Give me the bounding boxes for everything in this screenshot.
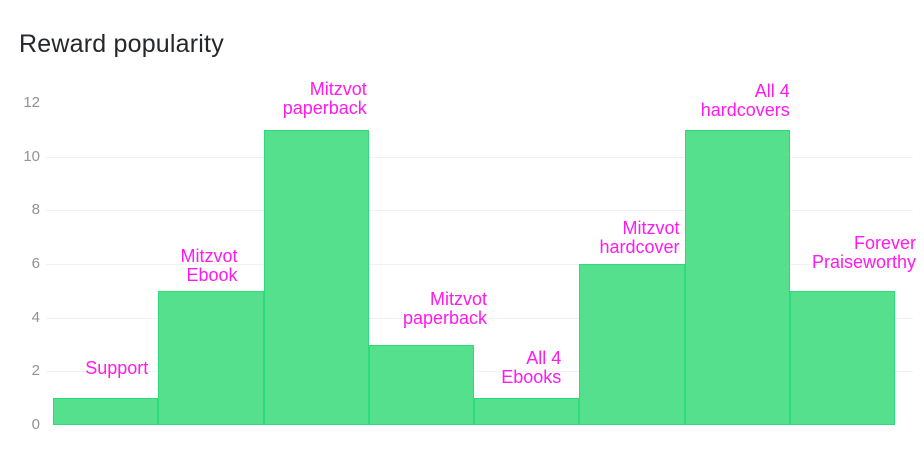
bar-label: All 4 Ebooks: [341, 349, 561, 387]
y-axis-tick-label: 6: [31, 255, 40, 272]
bar-label-line: hardcovers: [700, 99, 790, 120]
bar-label-line: Praiseworthy: [811, 251, 916, 272]
bar[interactable]: [684, 129, 790, 425]
gridline: [46, 264, 913, 265]
bar-label: All 4 hardcovers: [570, 80, 790, 120]
bar-label: Forever Praiseworthy: [696, 232, 916, 272]
bar-label-line: Ebook: [186, 264, 238, 285]
bar-label-line: Support: [85, 358, 149, 379]
bar-label-line: paperback: [282, 97, 367, 118]
y-axis-tick-label: 2: [31, 362, 40, 379]
bar[interactable]: [263, 129, 369, 425]
bar-label-line: hardcover: [599, 237, 680, 257]
bar[interactable]: [368, 344, 474, 425]
gridline: [46, 157, 913, 158]
bar-label-line: All 4: [526, 348, 562, 369]
y-axis-tick-label: 4: [31, 309, 40, 326]
bar-label: Mitzvot Ebook: [18, 245, 238, 285]
bar-label-line: Ebooks: [501, 367, 562, 388]
bar-label-line: Forever: [853, 232, 916, 253]
y-axis-tick-label: 10: [23, 148, 40, 165]
bar-label-line: Mitzvot: [622, 218, 680, 238]
bar-label-line: Mitzvot: [180, 245, 238, 266]
bar-label: Support: [0, 359, 148, 378]
bar-label-line: All 4: [754, 80, 790, 101]
gridline: [46, 210, 913, 211]
bar-label-line: Mitzvot: [309, 78, 367, 99]
gridline: [46, 371, 913, 372]
bar-label: Mitzvot paperback: [147, 78, 367, 118]
bar[interactable]: [158, 290, 264, 425]
bar[interactable]: [579, 264, 685, 425]
y-axis-tick-label: 0: [31, 416, 40, 433]
y-axis-tick-label: 12: [23, 94, 40, 111]
chart-title: Reward popularity: [19, 30, 224, 58]
y-axis-tick-label: 8: [31, 201, 40, 218]
bar-label: Mitzvot hardcover: [460, 218, 680, 257]
bar[interactable]: [789, 290, 895, 425]
gridline: [46, 318, 913, 319]
bar-label-line: Mitzvot: [429, 288, 487, 309]
bar-label-line: paperback: [402, 307, 487, 328]
bar[interactable]: [53, 398, 159, 425]
bar[interactable]: [474, 398, 580, 425]
bar-label: Mitzvot paperback: [267, 288, 487, 328]
